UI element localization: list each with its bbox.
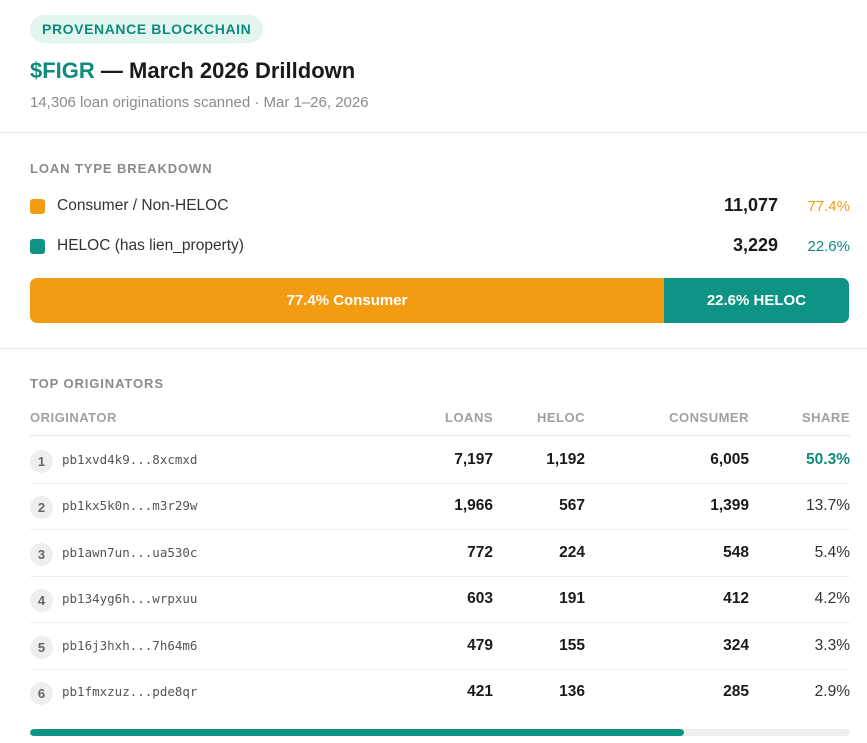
share-cell: 13.7%: [806, 497, 850, 514]
legend-count: 11,077: [723, 195, 778, 215]
loans-cell: 1,966: [454, 497, 493, 514]
column-header-share: SHARE: [801, 410, 850, 425]
share-cell: 50.3%: [806, 451, 850, 468]
title-text: — March 2026 Drilldown: [94, 58, 356, 83]
loans-cell: 7,197: [454, 451, 493, 468]
originator-address: pb16j3hxh...7h64m6: [62, 638, 198, 653]
rank-badge: 1: [30, 450, 53, 473]
heloc-cell: 1,192: [546, 451, 585, 468]
table-row[interactable]: 2 pb1kx5k0n...m3r29w 1,966 567 1,399 13.…: [30, 483, 850, 530]
table-row[interactable]: 3 pb1awn7un...ua530c 772 224 548 5.4%: [30, 530, 850, 577]
consumer-cell: 324: [723, 637, 749, 654]
consumer-cell: 285: [723, 683, 749, 700]
page-title: $FIGR — March 2026 Drilldown: [30, 58, 355, 84]
consumer-cell: 548: [723, 544, 749, 561]
loans-cell: 772: [467, 544, 493, 561]
share-cell: 2.9%: [814, 683, 850, 700]
originator-address: pb1xvd4k9...8xcmxd: [62, 452, 198, 467]
heloc-cell: 155: [559, 637, 585, 654]
heloc-cell: 567: [559, 497, 585, 514]
table-row[interactable]: 5 pb16j3hxh...7h64m6 479 155 324 3.3%: [30, 623, 850, 670]
rank-badge: 5: [30, 636, 53, 659]
top-originators-section-label: TOP ORIGINATORS: [30, 376, 164, 391]
heloc-cell: 136: [559, 683, 585, 700]
share-cell: 3.3%: [814, 637, 850, 654]
table-row[interactable]: 1 pb1xvd4k9...8xcmxd 7,197 1,192 6,005 5…: [30, 437, 850, 484]
column-header-consumer: CONSUMER: [669, 410, 749, 425]
heloc-swatch: [30, 239, 45, 254]
originator-address: pb1kx5k0n...m3r29w: [62, 498, 198, 513]
legend-count: 3,229: [732, 235, 778, 255]
heloc-cell: 224: [559, 544, 585, 561]
consumer-cell: 6,005: [710, 451, 749, 468]
originator-address: pb1awn7un...ua530c: [62, 545, 198, 560]
loan-type-stacked-bar: 77.4% Consumer 22.6% HELOC: [30, 278, 849, 323]
rank-badge: 4: [30, 589, 53, 612]
originator-address: pb1fmxzuz...pde8qr: [62, 684, 198, 699]
originator-address: pb134yg6h...wrpxuu: [62, 591, 198, 606]
consumer-swatch: [30, 199, 45, 214]
legend-row-consumer: Consumer / Non-HELOC 11,077 77.4%: [30, 195, 850, 218]
heloc-segment: 22.6% HELOC: [663, 278, 849, 323]
loans-cell: 479: [467, 637, 493, 654]
page-subtitle: 14,306 loan originations scanned · Mar 1…: [30, 94, 369, 111]
legend-name: Consumer / Non-HELOC: [57, 197, 229, 214]
column-header-originator: ORIGINATOR: [30, 410, 117, 425]
legend-percent: 77.4%: [807, 198, 850, 215]
consumer-cell: 1,399: [710, 497, 749, 514]
legend-row-heloc: HELOC (has lien_property) 3,229 22.6%: [30, 235, 850, 258]
chain-badge: PROVENANCE BLOCKCHAIN: [30, 15, 264, 43]
legend-name: HELOC (has lien_property): [57, 237, 244, 254]
loans-cell: 603: [467, 590, 493, 607]
scroll-progress-fill: [30, 729, 684, 736]
scroll-progress-track[interactable]: [30, 729, 850, 736]
ticker-symbol: $FIGR: [30, 58, 95, 83]
legend-percent: 22.6%: [807, 238, 850, 255]
section-divider: [0, 348, 867, 349]
originators-table-header: ORIGINATOR LOANS HELOC CONSUMER SHARE: [30, 410, 850, 436]
consumer-cell: 412: [723, 590, 749, 607]
column-header-loans: LOANS: [445, 410, 493, 425]
table-row[interactable]: 4 pb134yg6h...wrpxuu 603 191 412 4.2%: [30, 576, 850, 623]
consumer-segment: 77.4% Consumer: [30, 278, 664, 323]
column-header-heloc: HELOC: [537, 410, 585, 425]
rank-badge: 3: [30, 543, 53, 566]
share-cell: 5.4%: [814, 544, 850, 561]
page-header: PROVENANCE BLOCKCHAIN $FIGR — March 2026…: [0, 0, 867, 133]
loans-cell: 421: [467, 683, 493, 700]
rank-badge: 2: [30, 496, 53, 519]
heloc-cell: 191: [559, 590, 585, 607]
share-cell: 4.2%: [814, 590, 850, 607]
rank-badge: 6: [30, 682, 53, 705]
loan-type-section-label: LOAN TYPE BREAKDOWN: [30, 161, 213, 176]
table-row[interactable]: 6 pb1fmxzuz...pde8qr 421 136 285 2.9%: [30, 669, 850, 716]
